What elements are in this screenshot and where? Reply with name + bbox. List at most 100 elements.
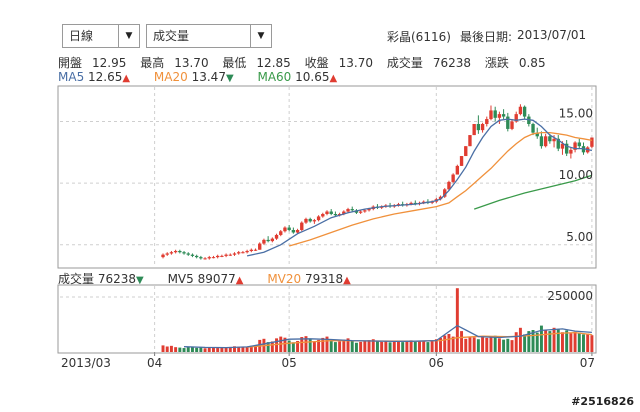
volume-bar — [354, 342, 358, 352]
volume-bar — [304, 336, 308, 352]
candle-body — [510, 121, 514, 129]
date-tick-label: 05 — [282, 356, 297, 370]
volume-bar — [300, 337, 304, 352]
candle-body — [249, 249, 253, 251]
volume-bar — [195, 347, 199, 352]
volume-bar — [464, 338, 468, 352]
volume-tick-label: 250000 — [547, 289, 593, 303]
volume-bar — [434, 339, 438, 352]
volume-bar — [506, 338, 510, 352]
candle-body — [215, 255, 220, 258]
volume-bar — [552, 327, 556, 352]
candle-body — [173, 250, 178, 253]
candle-body — [501, 114, 506, 117]
volume-bar — [514, 332, 518, 352]
ma-legend: MA5 12.65▲ MA20 13.47▼ MA60 10.65▲ — [58, 70, 357, 84]
candle-body — [438, 196, 443, 200]
candle-body — [232, 253, 237, 255]
candle-body — [476, 123, 481, 131]
candle-body — [468, 135, 472, 147]
volume-bar — [502, 339, 506, 352]
volume-bar — [346, 338, 350, 352]
volume-bar — [165, 346, 169, 352]
close-label: 收盤 — [304, 56, 329, 70]
mv5-legend: MV5 89077▲ — [167, 272, 244, 286]
volume-bar — [397, 340, 400, 352]
candle-body — [199, 257, 203, 259]
candle-body — [514, 114, 518, 122]
candle-body — [258, 243, 262, 250]
quote-row: 開盤 12.95 最高 13.70 最低 12.85 收盤 13.70 成交量 76238… — [58, 54, 556, 71]
volume-bar — [439, 337, 442, 352]
volume-bar — [174, 347, 178, 352]
watermark: #2516826 — [571, 395, 634, 408]
candle-body — [396, 204, 401, 206]
up-triangle-icon: ▲ — [343, 275, 351, 286]
volume-bar — [291, 342, 295, 352]
chevron-down-icon[interactable]: ▼ — [118, 25, 139, 47]
candle-body — [237, 252, 241, 254]
candle-body — [350, 209, 354, 211]
candle-body — [262, 239, 266, 244]
indicator-select[interactable]: 成交量 ▼ — [146, 24, 272, 48]
volume-bar — [203, 348, 207, 352]
volume-bar — [216, 348, 220, 352]
candle-body — [308, 218, 312, 222]
candle-body — [480, 123, 485, 131]
volume-bar — [161, 345, 165, 352]
volume-bar — [577, 332, 581, 352]
chevron-down-icon[interactable]: ▼ — [250, 25, 271, 47]
volume-bar — [270, 341, 274, 352]
volume-bar — [565, 330, 569, 352]
volume-bar — [384, 340, 388, 352]
ma60-legend: MA60 10.65▲ — [257, 70, 338, 84]
candle-body — [266, 239, 270, 242]
ma20-legend: MA20 13.47▼ — [153, 70, 234, 84]
period-select[interactable]: 日線 ▼ — [62, 24, 140, 48]
volume-bar — [186, 346, 190, 352]
candle-body — [358, 211, 363, 213]
candle-body — [522, 106, 527, 117]
ma60-line — [473, 174, 593, 210]
volume-bar — [296, 341, 300, 352]
volume-bar — [560, 332, 564, 352]
volume-bar — [586, 333, 590, 352]
candle-body — [283, 227, 287, 232]
volume-bars — [161, 288, 594, 352]
volume-bar — [342, 339, 346, 352]
volume-bar — [182, 348, 186, 352]
volume-bar — [367, 340, 371, 352]
change-label: 漲跌 — [484, 56, 509, 70]
volume-bar — [573, 331, 577, 352]
candle-body — [291, 230, 296, 233]
low-label: 最低 — [222, 56, 247, 70]
candle-body — [459, 156, 464, 166]
volume-bar — [375, 341, 379, 352]
high-label: 最高 — [140, 56, 165, 70]
volume-bar — [413, 341, 417, 352]
candle-body — [274, 234, 279, 239]
down-triangle-icon: ▼ — [136, 275, 144, 286]
date-tick-label: 2013/03 — [61, 356, 111, 370]
volume-bar — [388, 342, 392, 352]
candle-body — [333, 213, 338, 216]
candle-body — [451, 174, 455, 182]
ma5-line — [246, 118, 593, 257]
candle-body — [367, 209, 371, 211]
volume-bar — [510, 340, 514, 352]
candle-body — [548, 136, 552, 142]
candle-body — [569, 149, 573, 154]
volume-bar — [539, 325, 543, 352]
volume-legend: 成交量 76238▼ MV5 89077▲ MV20 79318▲ — [58, 270, 371, 287]
candle-body — [253, 249, 258, 251]
axis-labels: 15.00 10.00 5.00 250000 2013/03 04 05 06 07 — [61, 107, 595, 370]
up-triangle-icon: ▲ — [122, 73, 131, 84]
date-label: 最後日期: — [460, 30, 513, 44]
candle-body — [279, 231, 283, 235]
volume-bar — [254, 345, 257, 352]
low-value: 12.85 — [256, 56, 291, 70]
candle-body — [245, 250, 249, 253]
high-value: 13.70 — [174, 56, 209, 70]
candlesticks — [161, 104, 594, 260]
